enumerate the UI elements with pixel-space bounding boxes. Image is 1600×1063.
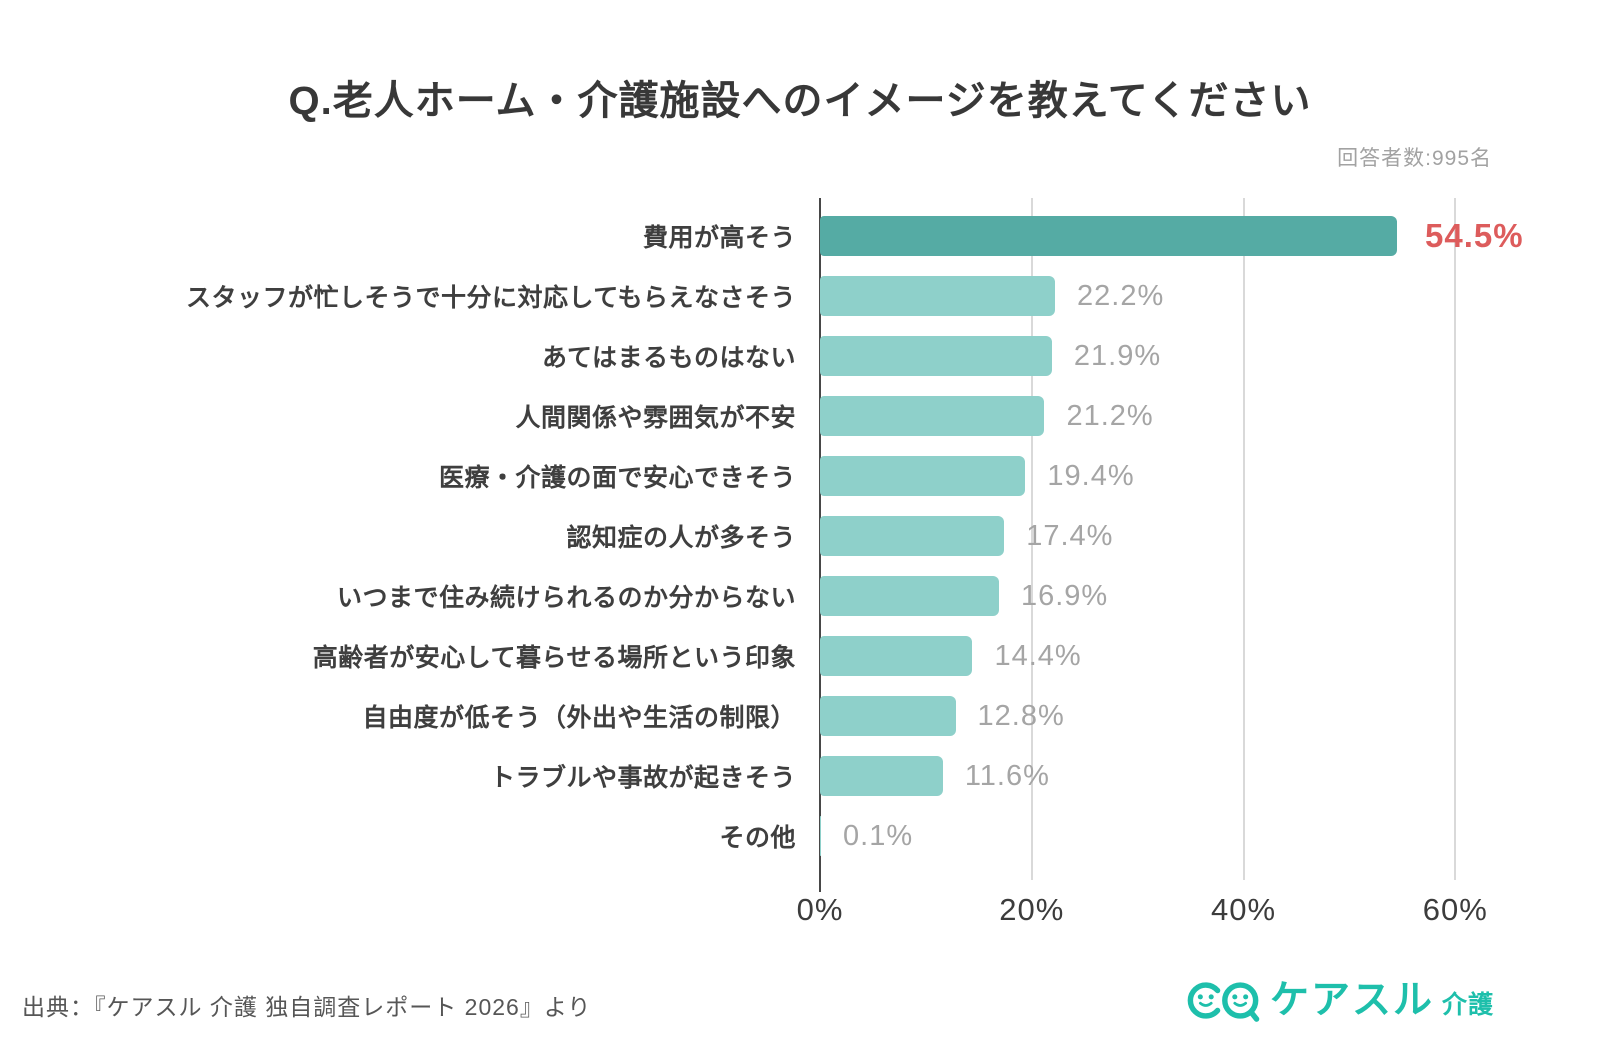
- category-label: あてはまるものはない: [541, 344, 796, 372]
- bar: [820, 456, 1026, 496]
- chart-row: いつまで住み続けられるのか分からない 16.9%: [0, 566, 1600, 626]
- bar: [820, 696, 956, 736]
- value-label: 19.4%: [1047, 459, 1135, 492]
- x-axis: 0% 20% 40% 60%: [797, 892, 1540, 938]
- category-label: 高齢者が安心して暮らせる場所という印象: [312, 644, 796, 672]
- chart-row: スタッフが忙しそうで十分に対応してもらえなさそう 22.2%: [0, 266, 1600, 326]
- plot-cell: 21.2%: [820, 386, 1540, 446]
- bar: [820, 276, 1056, 316]
- bar: [820, 756, 943, 796]
- value-label: 14.4%: [994, 639, 1082, 672]
- category-label: トラブルや事故が起きそう: [489, 764, 796, 792]
- chart-row: 人間関係や雰囲気が不安 21.2%: [0, 386, 1600, 446]
- chart-row: 認知症の人が多そう 17.4%: [0, 506, 1600, 566]
- value-label: 21.9%: [1073, 339, 1162, 372]
- source-note: 出典：『ケアスル 介護 独自調査レポート 2026』より: [22, 994, 592, 1020]
- category-label: いつまで住み続けられるのか分からない: [336, 584, 796, 612]
- chart-row: 医療・介護の面で安心できそう 19.4%: [0, 446, 1600, 506]
- respondents-note: 回答者数:995名: [1337, 147, 1492, 170]
- chart-row: 費用が高そう 54.5%: [0, 206, 1600, 266]
- x-axis-tick-label: 0%: [796, 892, 844, 927]
- value-label: 17.4%: [1026, 519, 1114, 552]
- x-axis-tick-label: 60%: [1422, 892, 1488, 927]
- plot-cell: 22.2%: [820, 266, 1540, 326]
- value-label: 0.1%: [843, 819, 914, 852]
- page-title: Q.老人ホーム・介護施設へのイメージを教えてください: [288, 79, 1312, 123]
- plot-cell: 17.4%: [820, 506, 1540, 566]
- bar: [820, 336, 1052, 376]
- category-label: 認知症の人が多そう: [566, 524, 796, 552]
- chart-row: あてはまるものはない 21.9%: [0, 326, 1600, 386]
- plot-cell: 16.9%: [820, 566, 1540, 626]
- category-label: 医療・介護の面で安心できそう: [438, 464, 796, 492]
- bar: [820, 816, 822, 856]
- bar: [820, 216, 1398, 256]
- value-label: 16.9%: [1020, 579, 1109, 612]
- bar-chart: 費用が高そう 54.5% スタッフが忙しそうで十分に対応してもらえなさそう 22.2%…: [0, 198, 1600, 938]
- plot-cell: 11.6%: [820, 746, 1540, 806]
- value-label: 54.5%: [1425, 217, 1524, 254]
- logo-suffix-text: 介護: [1441, 991, 1494, 1019]
- plot-cell: 14.4%: [820, 626, 1540, 686]
- category-label: 人間関係や雰囲気が不安: [515, 404, 796, 432]
- chart-row: 自由度が低そう（外出や生活の制限） 12.8%: [0, 686, 1600, 746]
- plot-cell: 0.1%: [820, 806, 1540, 866]
- plot-cell: 54.5%: [820, 206, 1540, 266]
- value-label: 21.2%: [1066, 399, 1154, 432]
- logo-brand-text: ケアスル: [1269, 979, 1434, 1022]
- smiley-faces-icon: [1187, 982, 1260, 1022]
- bar: [820, 516, 1005, 556]
- plot-cell: 19.4%: [820, 446, 1540, 506]
- category-label: スタッフが忙しそうで十分に対応してもらえなさそう: [185, 284, 796, 312]
- chart-rows: 費用が高そう 54.5% スタッフが忙しそうで十分に対応してもらえなさそう 22.2%…: [0, 206, 1600, 866]
- value-label: 22.2%: [1077, 279, 1165, 312]
- category-label: その他: [719, 824, 796, 852]
- plot-cell: 21.9%: [820, 326, 1540, 386]
- x-axis-tick-label: 40%: [1210, 892, 1277, 927]
- category-label: 費用が高そう: [642, 224, 796, 252]
- plot-cell: 12.8%: [820, 686, 1540, 746]
- bar: [820, 576, 999, 616]
- bar: [820, 396, 1045, 436]
- caresul-logo: ケアスル 介護: [1184, 976, 1494, 1025]
- bar: [820, 636, 973, 676]
- value-label: 11.6%: [964, 759, 1050, 792]
- chart-row: その他 0.1%: [0, 806, 1600, 866]
- value-label: 12.8%: [977, 699, 1065, 732]
- category-label: 自由度が低そう（外出や生活の制限）: [362, 704, 796, 732]
- chart-row: トラブルや事故が起きそう 11.6%: [0, 746, 1600, 806]
- chart-row: 高齢者が安心して暮らせる場所という印象 14.4%: [0, 626, 1600, 686]
- x-axis-tick-label: 20%: [999, 892, 1065, 927]
